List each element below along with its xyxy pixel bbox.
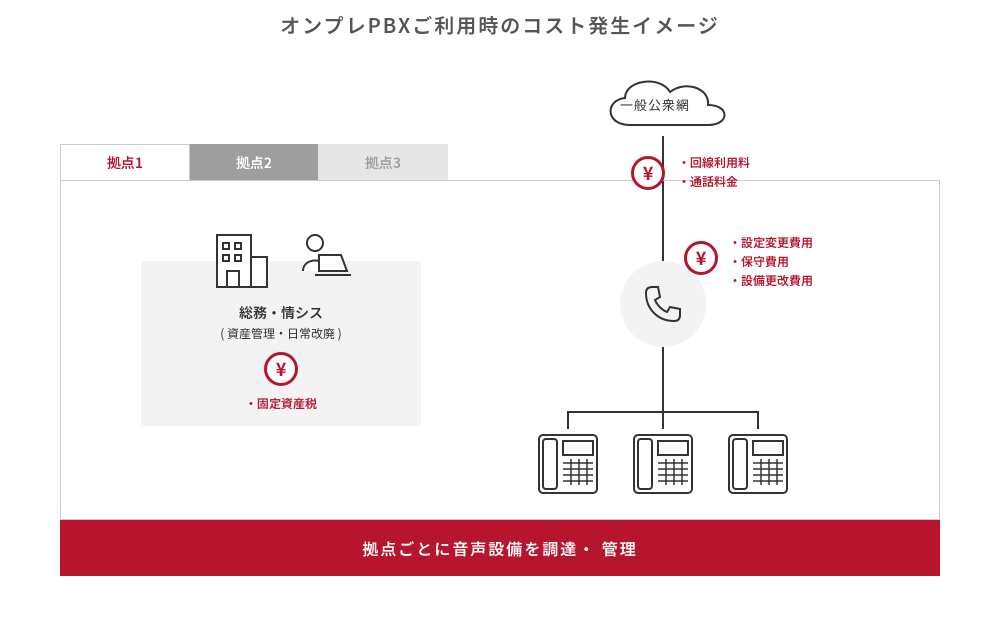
office-title: 総務・情シス <box>141 303 421 323</box>
cost-item: 通話料金 <box>678 172 750 191</box>
panel: 総務・情シス ( 資産管理・日常改廃 ) ¥ 固定資産税 ¥ 設定変更費用 保守… <box>60 180 940 520</box>
yen-badge-pbx: ¥ <box>684 241 718 275</box>
tab-location-1[interactable]: 拠点1 <box>60 144 190 180</box>
diagram: 拠点1 拠点2 拠点3 <box>60 180 940 580</box>
cost-item: 設備更改費用 <box>729 271 813 290</box>
desk-phone-icon <box>723 429 793 499</box>
desk-phone-icon <box>628 429 698 499</box>
tab-location-3: 拠点3 <box>318 144 448 180</box>
cost-list-network: 回線利用料 通話料金 <box>678 153 750 191</box>
connector-phone-2 <box>662 411 664 429</box>
yen-badge-network: ¥ <box>631 156 665 190</box>
phone-handset-icon <box>640 281 686 327</box>
desk-phone-icon <box>533 429 603 499</box>
cost-list-pbx: 設定変更費用 保守費用 設備更改費用 <box>729 233 813 291</box>
footer-bar: 拠点ごとに音声設備を調達・ 管理 <box>60 520 940 576</box>
cost-item: 回線利用料 <box>678 153 750 172</box>
connector-phone-1 <box>567 411 569 429</box>
cost-item: 設定変更費用 <box>729 233 813 252</box>
cost-item: 固定資産税 <box>245 395 317 412</box>
office-subtitle: ( 資産管理・日常改廃 ) <box>141 325 421 342</box>
yen-icon: ¥ <box>631 156 665 190</box>
connector-phone-3 <box>757 411 759 429</box>
tabs: 拠点1 拠点2 拠点3 <box>60 144 447 180</box>
building-icon <box>207 227 273 293</box>
cost-item: 保守費用 <box>729 252 813 271</box>
cloud-label: 一般公衆網 <box>620 95 690 114</box>
person-laptop-icon <box>289 227 355 293</box>
tab-location-2[interactable]: 拠点2 <box>189 144 319 180</box>
page-title: オンプレPBXご利用時のコスト発生イメージ <box>0 0 1000 39</box>
office-card: 総務・情シス ( 資産管理・日常改廃 ) ¥ 固定資産税 <box>141 261 421 426</box>
yen-badge-office: ¥ <box>264 352 298 386</box>
